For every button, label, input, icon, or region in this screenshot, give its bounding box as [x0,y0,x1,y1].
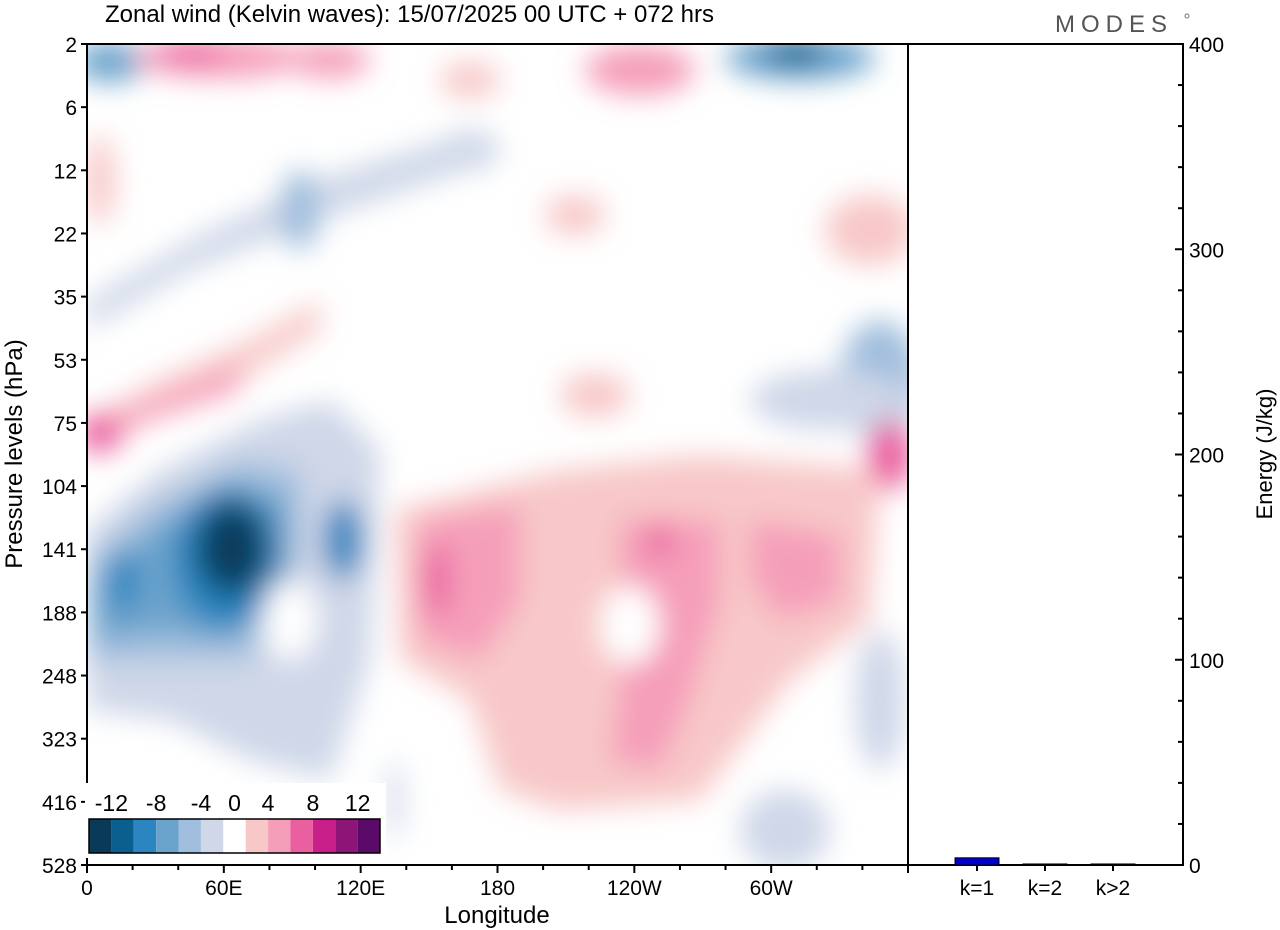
contour-hole-white-120w [600,585,660,665]
colorbar-label: 8 [306,790,319,816]
colorbar-label: 4 [262,790,275,816]
contour-pink-12hpa [87,135,115,225]
contour-top-blue-80e [280,170,320,250]
contour-band-blue-right-outer [750,370,908,430]
pressure-tick-label: 12 [54,160,77,183]
colorbar-frame [88,818,381,854]
energy-bar [1022,863,1068,866]
contour-core-magenta-130w [648,522,672,558]
wavenumber-tick-label: k=2 [1028,877,1062,900]
colorbar-swatch [268,819,291,853]
energy-axis-label: Energy (J/kg) [1252,389,1277,520]
energy-tick-label: 200 [1189,445,1224,468]
contour-top-pink-100e [290,44,370,78]
pressure-tick-label: 248 [42,666,77,689]
wavenumber-tick-label: k>2 [1096,877,1130,900]
pressure-tick-label: 53 [54,350,77,373]
contour-core-magenta-150e [421,542,449,618]
longitude-tick-label: 180 [480,877,515,900]
contour-band-pink-160e [560,373,630,417]
contour-band-pink-130w [610,520,720,770]
pressure-axis: 2 6 12 22 35 53 75 104 141 188 248 323 416 528 [42,34,87,878]
pressure-tick-label: 323 [42,729,77,752]
longitude-tick-label: 120W [607,877,662,900]
longitude-axis-label: Longitude [444,902,549,929]
longitude-tick-label: 0 [81,877,93,900]
modes-logo: MODES [1055,11,1173,38]
colorbar-label: 12 [345,790,371,816]
pressure-tick-label: 75 [54,413,77,436]
contour-top-pink-150e [440,62,500,98]
pressure-tick-label: 35 [54,287,77,310]
colorbar-swatch [111,819,134,853]
colorbar-label: -8 [146,790,166,816]
pressure-axis-label: Pressure levels (hPa) [1,339,28,568]
contour-core-magenta-0 [87,413,122,453]
energy-panel-frame [907,43,1184,866]
contour-band-pink-upper-core [87,365,240,450]
energy-bar [954,857,1000,866]
contour-band-pink-60w [750,520,840,620]
pressure-tick-label: 188 [42,602,77,625]
longitude-axis: 0 60E 120E 180 120W 60W [81,865,909,900]
longitude-tick-label: 60E [205,877,242,900]
colorbar-swatch [178,819,201,853]
colorbar-swatch [312,819,336,853]
contour-top-magenta-40e [155,44,225,62]
colorbar-swatch [335,819,358,853]
longitude-tick-label: 120E [336,877,385,900]
colorbar-swatch [357,819,380,853]
energy-tick-label: 300 [1189,239,1224,262]
pressure-tick-label: 6 [65,97,77,120]
energy-tick-label: 400 [1189,34,1224,57]
contour-top-darkblue-60w [765,44,825,64]
contour-blue-12hpa-180 [440,130,500,170]
energy-axis: 0 100 200 300 400 [1175,34,1224,878]
colorbar-swatch [290,819,313,853]
chart-title: Zonal wind (Kelvin waves): 15/07/2025 00… [105,1,714,28]
contour-band-pink-right-outer [825,195,908,265]
contour-bottom-blue-120e [387,760,403,840]
colorbar-label: -12 [95,790,128,816]
pressure-tick-label: 416 [42,792,77,815]
contour-hole-white-90e [262,580,318,660]
colorbar-swatch [133,819,157,853]
wavenumber-axis: k=1 k=2 k>2 [960,865,1130,900]
colorbar-swatch [89,819,112,853]
contour-band-pink-right [868,420,908,490]
contour-top-pink-120w [585,45,695,95]
contour-core-blue-10e [106,550,138,610]
pressure-tick-label: 104 [42,476,77,499]
colorbar: -12 -8 -4 0 4 8 12 [85,783,386,858]
longitude-tick-label: 60W [750,877,793,900]
colorbar-swatch [200,819,224,853]
energy-bar [1090,863,1136,866]
pressure-tick-label: 528 [42,855,77,878]
wavenumber-tick-label: k=1 [960,877,994,900]
contour-core-blue-110e [323,500,363,580]
colorbar-swatch [156,819,179,853]
contour-pink-22hpa-east [545,195,605,235]
energy-tick-label: 100 [1189,650,1224,673]
contour-bottom-blue-30w [855,630,905,770]
contour-top-blue-0 [87,44,145,82]
pressure-tick-label: 22 [54,223,77,246]
colorbar-swatch [245,819,269,853]
heatmap-field [87,44,908,865]
pressure-tick-label: 141 [42,539,77,562]
contour-bottom-blue-60w [740,790,830,865]
logo-registered-mark [1184,13,1190,19]
energy-bars [954,857,1136,866]
colorbar-label: -4 [191,790,212,816]
colorbar-label: 0 [228,790,241,816]
colorbar-swatch [223,819,246,853]
contour-band-pink-lower-core [420,505,520,660]
energy-tick-label: 0 [1189,855,1201,878]
contour-core-navy-60e [204,510,260,586]
pressure-tick-label: 2 [65,34,77,57]
